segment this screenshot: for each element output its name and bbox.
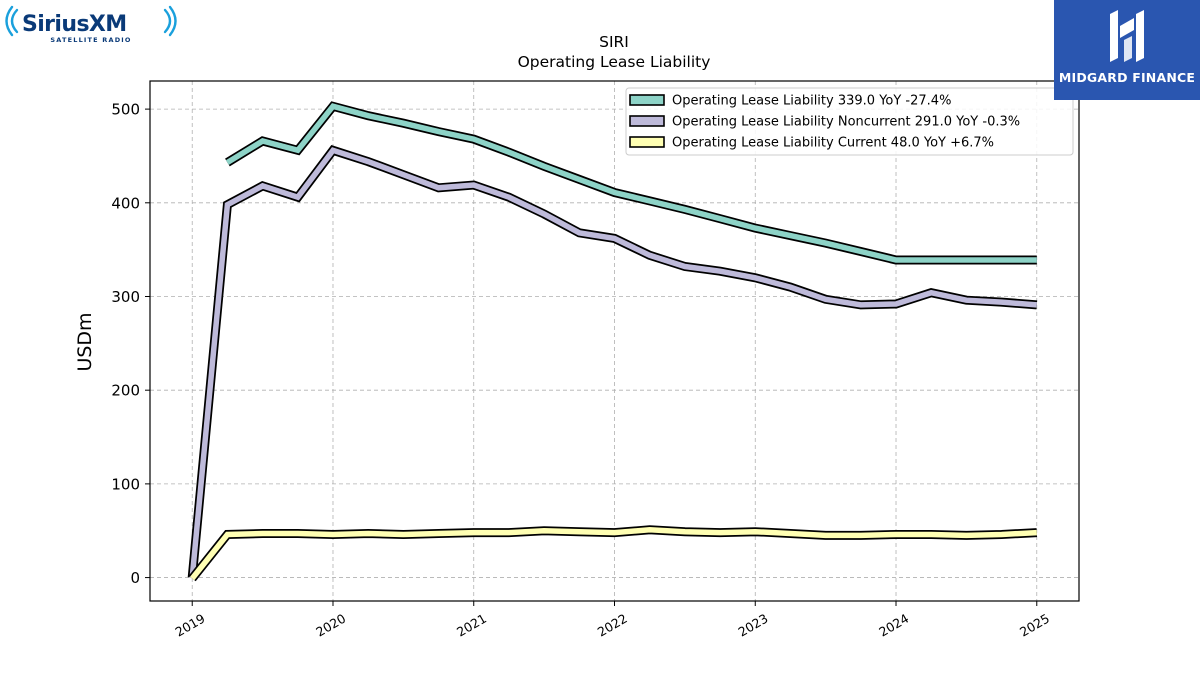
midgard-finance-logo: MIDGARD FINANCE — [1054, 0, 1200, 100]
series-stroke — [225, 103, 1037, 263]
x-tick-label: 2019 — [172, 611, 207, 640]
y-tick-label: 200 — [111, 382, 140, 400]
series-line-2 — [187, 145, 1038, 579]
chart-subtitle: Operating Lease Liability — [518, 53, 711, 71]
signal-waves-right-icon — [163, 5, 177, 37]
y-axis-label: USDm — [74, 312, 96, 371]
series-layer — [187, 101, 1038, 582]
x-tick-label: 2020 — [313, 611, 348, 640]
midgard-finance-wordmark: MIDGARD FINANCE — [1058, 70, 1196, 85]
legend-entry-label: Operating Lease Liability 339.0 YoY -27.… — [672, 94, 951, 109]
y-tick-label: 500 — [111, 101, 140, 119]
grid-lines — [150, 81, 1079, 601]
x-tick-label: 2021 — [454, 611, 489, 640]
x-tick-label: 2025 — [1017, 611, 1052, 640]
legend-entry-label: Operating Lease Liability Noncurrent 291… — [672, 115, 1020, 130]
legend-swatch — [629, 115, 665, 127]
siriusxm-logo-wordmark: SiriusXM — [22, 12, 127, 37]
chart-title: SIRI — [599, 33, 629, 51]
y-tick-label: 300 — [111, 288, 140, 306]
legend-swatch — [629, 136, 665, 148]
series-line-3 — [188, 525, 1038, 582]
y-tick-label: 0 — [130, 569, 140, 587]
y-tick-label: 100 — [111, 475, 140, 493]
series-line-1 — [225, 101, 1037, 265]
legend-swatch — [629, 94, 665, 106]
x-tick-label: 2022 — [595, 611, 630, 640]
x-tick-label: 2023 — [735, 611, 770, 640]
legend-entry-label: Operating Lease Liability Current 48.0 Y… — [672, 136, 994, 151]
midgard-emblem-icon — [1110, 10, 1144, 62]
y-tick-label: 400 — [111, 194, 140, 212]
siriusxm-logo: SiriusXM SATELLITE RADIO — [4, 4, 184, 48]
legend: Operating Lease Liability 339.0 YoY -27.… — [625, 87, 1074, 156]
series-stroke — [189, 147, 1038, 578]
signal-waves-left-icon — [5, 5, 19, 37]
series-stroke — [190, 527, 1037, 581]
legend-box — [625, 87, 1074, 156]
x-tick-label: 2024 — [876, 611, 911, 640]
siriusxm-logo-tagline: SATELLITE RADIO — [50, 36, 131, 44]
